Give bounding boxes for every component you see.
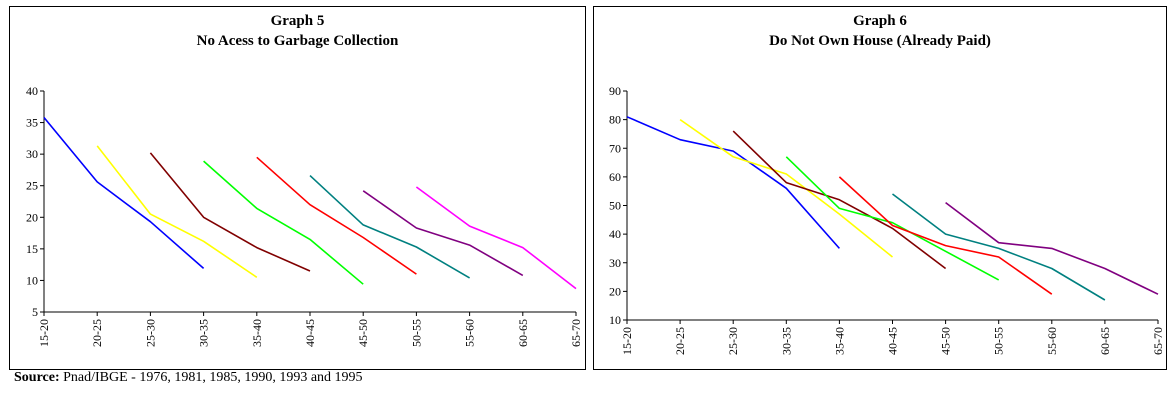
x-tick-label: 25-30 xyxy=(143,319,157,347)
series-line-3 xyxy=(149,152,311,272)
line-chart: 5 10 15 20 25 30 35 40 15-20 20-25 25-30 30-35 35-40… xyxy=(26,84,583,347)
y-tick-label: 50 xyxy=(609,199,621,213)
x-tick-label: 60-65 xyxy=(1098,327,1112,355)
x-tick-label: 50-55 xyxy=(992,327,1006,355)
y-tick-label: 15 xyxy=(26,242,38,256)
y-tick-label: 30 xyxy=(609,256,621,270)
series-line-3 xyxy=(732,130,947,270)
chart-panel-graph-5: Graph 5 No Acess to Garbage Collection 5… xyxy=(9,6,586,370)
source-note: Source: Pnad/IBGE - 1976, 1981, 1985, 19… xyxy=(14,370,363,386)
series-line-2 xyxy=(96,145,258,278)
x-tick-label: 20-25 xyxy=(90,319,104,347)
chart-titles: Graph 6 Do Not Own House (Already Paid) xyxy=(594,11,1166,51)
series-line-7 xyxy=(362,190,524,277)
series-line-8 xyxy=(415,186,577,290)
x-tick-label: 55-60 xyxy=(463,319,477,347)
x-tick-label: 45-50 xyxy=(939,327,953,355)
x-tick-label: 35-40 xyxy=(250,319,264,347)
x-tick-label: 40-45 xyxy=(303,319,317,347)
chart-title: Graph 5 xyxy=(270,13,325,29)
series-line-4 xyxy=(785,156,1000,281)
x-tick-label: 15-20 xyxy=(620,327,634,355)
x-tick-label: 30-35 xyxy=(779,327,793,355)
series-line-5 xyxy=(256,156,417,275)
line-chart: 10 20 30 40 50 60 70 80 90 15-20 20-25 25-30 30-35 35… xyxy=(609,84,1165,355)
series-line-1 xyxy=(626,116,840,249)
chart-titles: Graph 5 No Acess to Garbage Collection xyxy=(10,11,585,51)
y-tick-label: 20 xyxy=(26,210,38,224)
y-tick-label: 35 xyxy=(26,116,38,130)
source-label: Source: xyxy=(14,370,60,385)
series-line-4 xyxy=(203,160,364,285)
chart-subtitle: No Acess to Garbage Collection xyxy=(196,33,399,49)
series-line-1 xyxy=(43,116,205,270)
y-tick-label: 80 xyxy=(609,113,621,127)
series-line-6 xyxy=(309,175,471,279)
x-tick-label: 45-50 xyxy=(356,319,370,347)
x-tick-label: 15-20 xyxy=(37,319,51,347)
x-tick-label: 60-65 xyxy=(516,319,530,347)
x-tick-label: 20-25 xyxy=(673,327,687,355)
x-tick-label: 40-45 xyxy=(886,327,900,355)
y-tick-label: 10 xyxy=(609,313,621,327)
y-tick-label: 60 xyxy=(609,170,621,184)
chart-title: Graph 6 xyxy=(853,13,907,29)
series-line-2 xyxy=(679,118,894,258)
series-line-7 xyxy=(945,201,1159,295)
source-text: Pnad/IBGE - 1976, 1981, 1985, 1990, 1993… xyxy=(59,370,363,385)
y-tick-label: 20 xyxy=(609,284,621,298)
x-tick-label: 50-55 xyxy=(409,319,423,347)
y-tick-label: 90 xyxy=(609,84,621,98)
x-tick-label: 30-35 xyxy=(197,319,211,347)
series-line-6 xyxy=(892,193,1106,301)
y-tick-label: 25 xyxy=(26,179,38,193)
y-tick-label: 40 xyxy=(609,227,621,241)
y-tick-label: 40 xyxy=(26,84,38,98)
x-tick-label: 65-70 xyxy=(569,319,583,347)
y-tick-label: 30 xyxy=(26,147,38,161)
x-tick-label: 55-60 xyxy=(1045,327,1059,355)
y-tick-label: 10 xyxy=(26,273,38,287)
series-line-5 xyxy=(838,176,1053,295)
chart-subtitle: Do Not Own House (Already Paid) xyxy=(769,33,991,49)
y-tick-label: 70 xyxy=(609,141,621,155)
x-tick-label: 65-70 xyxy=(1151,327,1165,355)
x-tick-label: 25-30 xyxy=(726,327,740,355)
y-tick-label: 5 xyxy=(32,305,38,319)
x-tick-label: 35-40 xyxy=(832,327,846,355)
chart-panel-graph-6: Graph 6 Do Not Own House (Already Paid) … xyxy=(593,6,1167,370)
